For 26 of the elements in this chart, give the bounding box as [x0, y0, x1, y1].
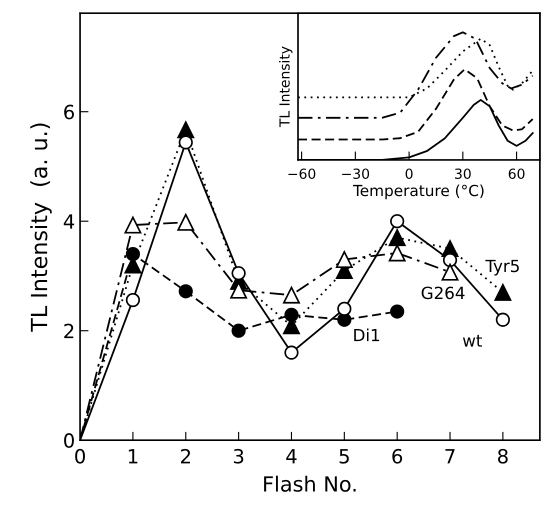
y-tick-label: 4 — [64, 214, 74, 229]
series-label: Di1 — [354, 328, 380, 342]
x-tick-label: 3 — [234, 448, 244, 464]
x-tick-label: 7 — [445, 449, 455, 464]
x-tick-label: 6 — [392, 448, 402, 464]
x-axis-title: Temperature (°C) — [352, 184, 484, 200]
x-tick-label: 1 — [128, 449, 138, 464]
y-axis-title: TL Intensity (a. u.) — [30, 124, 52, 332]
x-tick-label: 30 — [455, 168, 471, 179]
x-tick-label: 60 — [508, 168, 524, 179]
x-tick-label: 0 — [406, 168, 413, 179]
x-tick-label: 5 — [340, 449, 349, 464]
y-axis-title: TL Intensity — [279, 46, 292, 128]
x-axis-title: Flash No. — [264, 476, 356, 492]
x-tick-label: 2 — [181, 448, 190, 464]
y-tick-label: 0 — [64, 433, 74, 448]
y-tick-label: 6 — [64, 104, 74, 120]
x-tick-label: −30 — [342, 168, 370, 179]
y-tick-label: 2 — [64, 324, 74, 338]
x-tick-label: 0 — [75, 448, 85, 464]
x-tick-label: 8 — [498, 448, 508, 464]
x-tick-label: −60 — [288, 168, 316, 179]
series-label: wt — [462, 334, 482, 347]
series-label: Tyr5 — [485, 260, 519, 276]
x-tick-label: 4 — [286, 449, 297, 464]
series-label: G264 — [422, 286, 465, 300]
